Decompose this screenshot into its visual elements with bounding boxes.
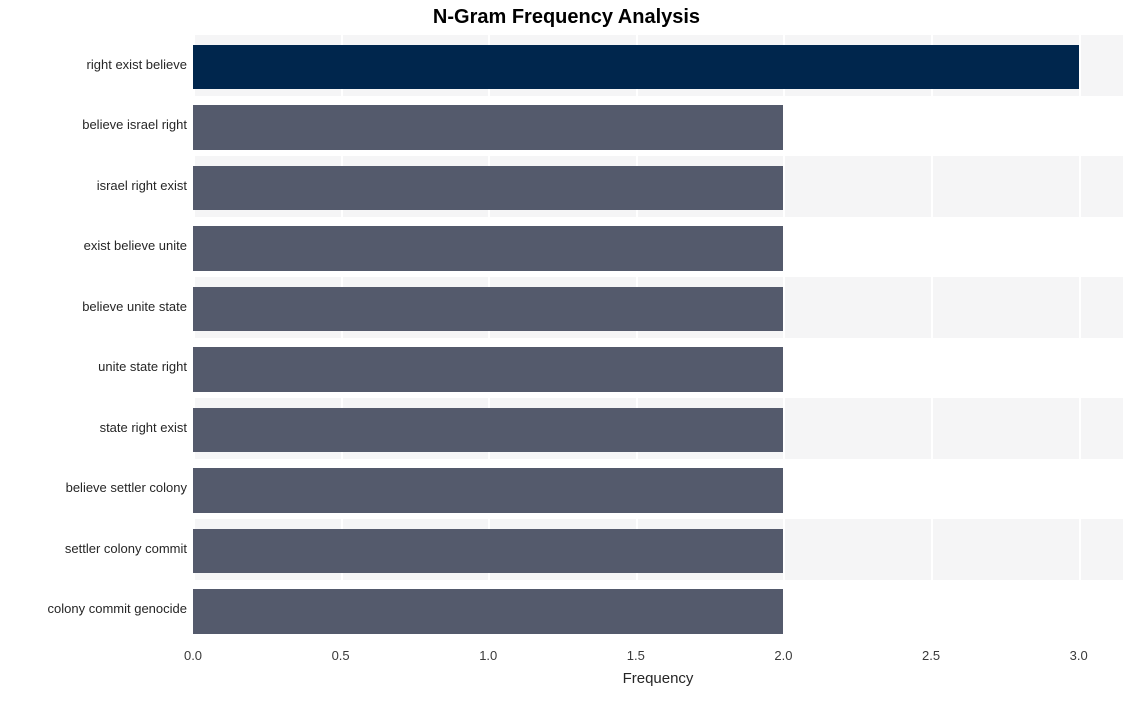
bar [193, 45, 1079, 90]
bar [193, 529, 783, 574]
y-tick-label: unite state right [0, 359, 187, 374]
y-tick-label: right exist believe [0, 57, 187, 72]
x-tick-label: 1.0 [479, 648, 497, 663]
y-tick-label: believe settler colony [0, 480, 187, 495]
bar [193, 589, 783, 634]
gridline [931, 35, 933, 640]
x-tick-label: 0.5 [332, 648, 350, 663]
chart-title: N-Gram Frequency Analysis [0, 0, 1133, 29]
y-tick-label: state right exist [0, 420, 187, 435]
y-tick-label: colony commit genocide [0, 601, 187, 616]
bar [193, 347, 783, 392]
bar [193, 468, 783, 513]
bar [193, 226, 783, 271]
bar [193, 287, 783, 332]
y-tick-label: settler colony commit [0, 541, 187, 556]
gridline [783, 35, 785, 640]
y-tick-label: believe israel right [0, 117, 187, 132]
chart-container: N-Gram Frequency Analysis right exist be… [0, 0, 1133, 701]
x-axis-label: Frequency [598, 670, 718, 687]
x-tick-label: 3.0 [1070, 648, 1088, 663]
x-tick-label: 2.0 [774, 648, 792, 663]
bar [193, 166, 783, 211]
x-tick-label: 1.5 [627, 648, 645, 663]
bar [193, 105, 783, 150]
x-tick-label: 0.0 [184, 648, 202, 663]
plot-area [193, 35, 1123, 640]
y-tick-label: believe unite state [0, 299, 187, 314]
bar [193, 408, 783, 453]
gridline [1079, 35, 1081, 640]
x-tick-label: 2.5 [922, 648, 940, 663]
y-tick-label: exist believe unite [0, 238, 187, 253]
y-tick-label: israel right exist [0, 178, 187, 193]
